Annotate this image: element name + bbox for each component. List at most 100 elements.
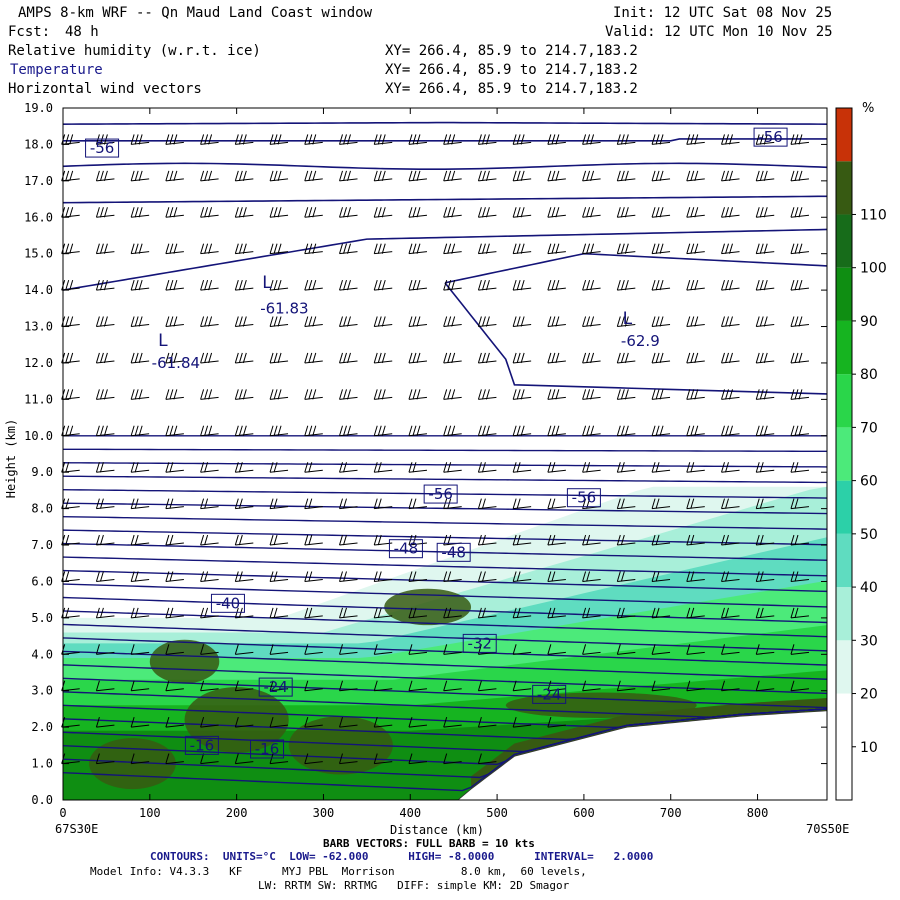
wind-barb <box>616 644 636 655</box>
wind-barb <box>686 644 705 655</box>
wind-barb <box>95 680 115 692</box>
wind-barb <box>582 134 601 145</box>
wind-barb <box>304 680 323 692</box>
model-info-1: Model Info: V4.3.3 KF MYJ PBL Morrison 8… <box>90 865 587 878</box>
temp-contour <box>62 488 828 499</box>
wind-barb <box>790 462 810 473</box>
x-axis-label: Distance (km) <box>390 823 484 837</box>
wind-barb <box>130 753 150 765</box>
wind-barb <box>651 207 671 218</box>
plot-frame <box>62 107 828 801</box>
contour-label-box <box>566 488 601 508</box>
wind-barb <box>234 207 254 218</box>
wind-barb <box>616 243 636 255</box>
wind-barb <box>686 425 705 437</box>
wind-barb <box>790 534 810 546</box>
wind-barb <box>547 279 566 291</box>
wind-barb <box>234 571 254 582</box>
wind-barb <box>165 425 184 437</box>
wind-barb <box>686 243 705 255</box>
wind-barb <box>547 534 566 546</box>
wind-barb <box>721 571 740 582</box>
wind-barb <box>304 316 323 328</box>
model-info-2: LW: RRTM SW: RRTMG DIFF: simple KM: 2D S… <box>258 879 570 892</box>
temp-contour <box>62 228 828 291</box>
field-rh-xy: XY= 266.4, 85.9 to 214.7,183.2 <box>385 43 638 59</box>
contour-label: L <box>623 309 633 329</box>
wind-barb <box>755 170 775 182</box>
wind-barb <box>269 134 289 145</box>
y-tick-label: 19.0 <box>24 101 53 115</box>
wind-barb <box>269 717 289 728</box>
wind-barb <box>200 316 219 328</box>
wind-barb <box>477 534 497 546</box>
wind-barb <box>408 607 428 619</box>
wind-barb <box>512 607 532 619</box>
contour-label-box <box>753 127 788 147</box>
wind-barb <box>269 607 289 619</box>
wind-barb <box>373 134 393 145</box>
wind-barb <box>200 279 219 291</box>
wind-barb <box>373 243 393 255</box>
wind-barb <box>790 243 810 255</box>
wind-barb <box>339 607 358 619</box>
wind-barb <box>582 316 601 328</box>
wind-barb <box>408 753 428 765</box>
wind-barb <box>95 170 115 182</box>
wind-barb <box>755 462 775 473</box>
temperature-contours <box>62 121 828 792</box>
wind-barb <box>477 462 497 473</box>
wind-barb <box>269 243 289 255</box>
wind-barb <box>200 644 219 655</box>
wind-barb <box>130 279 150 291</box>
wind-barb <box>443 680 462 692</box>
wind-barb <box>269 389 289 400</box>
wind-barb <box>234 498 254 510</box>
temp-contour <box>62 623 828 652</box>
wind-barb <box>755 134 775 145</box>
wind-barb <box>408 389 428 400</box>
wind-barb <box>547 243 566 255</box>
wind-barb <box>373 571 393 582</box>
wind-barb <box>61 279 80 291</box>
wind-barb <box>130 498 150 510</box>
wind-barb <box>477 134 497 145</box>
wind-barb <box>443 607 462 619</box>
contour-label: -56 <box>758 128 783 146</box>
wind-barb <box>339 680 358 692</box>
wind-barb <box>790 571 810 582</box>
wind-barb <box>339 753 358 765</box>
wind-barb <box>130 644 150 655</box>
wind-barb <box>165 170 184 182</box>
wind-barb <box>95 279 115 291</box>
wind-barb <box>373 170 393 182</box>
wind-barb <box>790 316 810 328</box>
wind-barb <box>304 425 323 437</box>
wind-barb <box>477 680 497 692</box>
rh-patch <box>384 588 472 626</box>
wind-barb <box>304 753 323 765</box>
wind-barb <box>755 498 775 510</box>
contour-label-box <box>423 484 458 504</box>
valid-time: Valid: 12 UTC Mon 10 Nov 25 <box>605 24 833 40</box>
x-tick-label: 700 <box>660 806 682 820</box>
terrain-surface <box>456 710 828 801</box>
wind-barb <box>443 316 462 328</box>
wind-barb <box>165 680 184 692</box>
wind-barb <box>477 316 497 328</box>
wind-barb <box>477 279 497 291</box>
colorbar-tick-label: 40 <box>860 580 878 596</box>
wind-barb <box>721 425 740 437</box>
wind-barb <box>547 170 566 182</box>
wind-barb <box>547 607 566 619</box>
terrain <box>456 710 828 801</box>
y-tick-label: 1.0 <box>31 757 53 771</box>
wind-barb <box>304 279 323 291</box>
contour-label-box <box>250 739 285 759</box>
wind-barb <box>61 425 80 437</box>
temp-contour <box>62 462 828 468</box>
field-temp-xy: XY= 266.4, 85.9 to 214.7,183.2 <box>385 62 638 78</box>
x-tick-label: 0 <box>59 806 66 820</box>
wind-barb <box>721 389 740 400</box>
wind-barb <box>95 498 115 510</box>
